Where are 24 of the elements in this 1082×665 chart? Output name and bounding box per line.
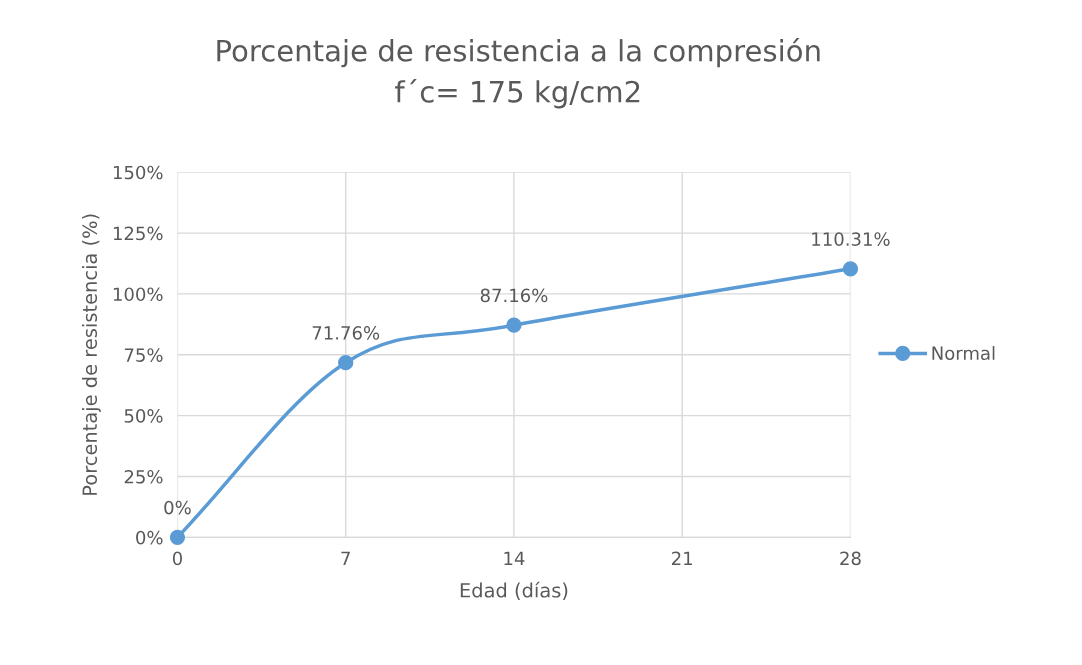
y-tick-label: 100% [113,287,163,302]
data-label: 110.31% [812,232,890,246]
x-tick-label: 21 [672,551,693,565]
y-tick-label: 150% [113,165,163,180]
x-axis-title: Edad (días) [460,581,568,600]
point [506,317,522,333]
y-tick-label: 125% [113,226,163,241]
y-tick-label: 75% [124,348,163,362]
data-label: 87.16% [480,288,548,303]
y-axis-title: Porcentaje de resistencia (%) [82,214,101,495]
legend-label: Normal [932,346,995,361]
y-tick-label: 25% [124,469,163,484]
x-tick-label: 7 [341,551,350,565]
data-label: 0% [164,500,191,515]
y-tick-label: 0% [136,530,163,545]
chart-title: Porcentaje de resistencia a la compresión f´c= 175 kg/cm2 [217,37,820,109]
data-label: 71.76% [312,326,380,340]
point [169,529,186,545]
point [338,355,354,371]
x-tick-label: 14 [504,551,525,565]
point [842,261,859,277]
x-tick-label: 28 [840,551,861,566]
y-tick-label: 50% [124,409,163,423]
x-tick-label: 0 [172,551,182,566]
